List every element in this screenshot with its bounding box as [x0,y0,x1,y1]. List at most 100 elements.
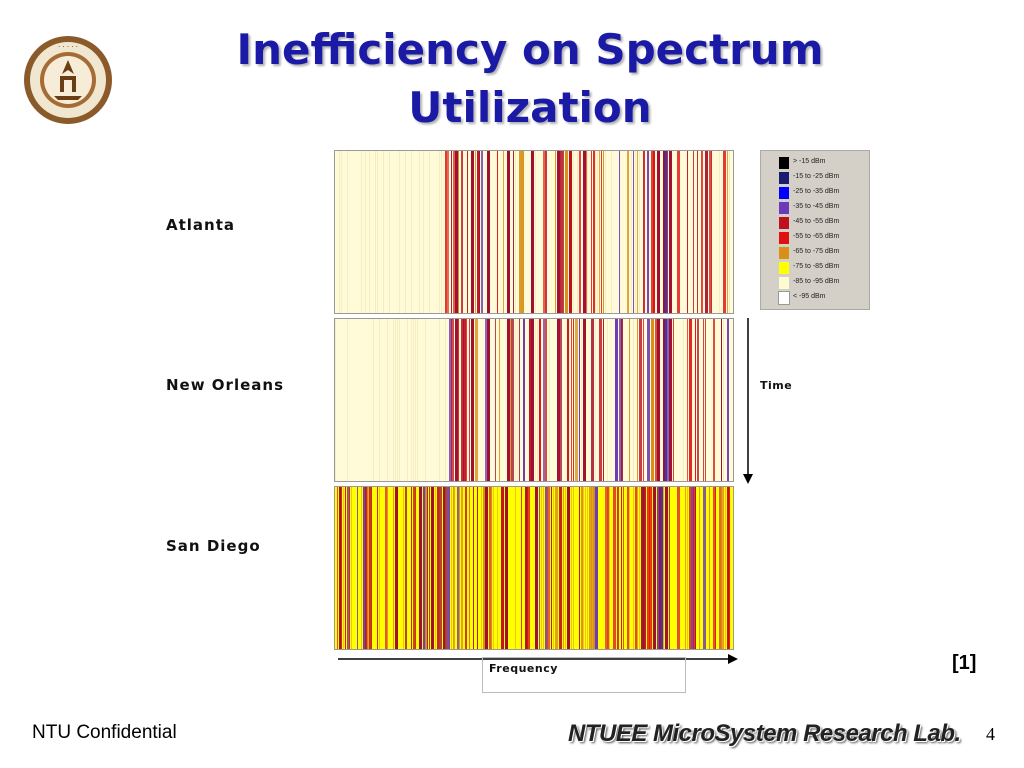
spectrum-stripe [601,151,602,313]
spectrum-stripe [571,319,572,481]
spectrum-stripe [647,319,650,481]
spectrum-stripe [541,487,542,649]
spectrum-stripe [379,319,380,481]
spectrum-stripe [499,319,500,481]
spectrum-stripe [567,487,570,649]
spectrum-stripe [487,319,490,481]
spectrum-stripe [685,487,686,649]
spectrum-stripe [377,487,378,649]
spectrum-stripe [629,319,630,481]
spectrum-stripe [531,319,534,481]
frequency-label-box [482,657,686,693]
spectrum-stripe [591,487,594,649]
spectrum-stripe [723,151,726,313]
spectrum-stripe [703,487,706,649]
spectrum-stripe [709,151,711,313]
spectrum-stripe [651,319,654,481]
spectrum-stripe [581,487,583,649]
spectrum-stripe [345,487,346,649]
spectrum-stripe [623,487,624,649]
spectrum-panel-atlanta [334,150,734,314]
spectrum-stripe [467,151,468,313]
spectrum-stripe [479,151,480,313]
spectrum-stripe [603,151,604,313]
spectrum-stripe [573,487,574,649]
spectrum-stripe [699,487,700,649]
spectrum-stripe [461,319,464,481]
spectrum-stripe [535,487,538,649]
spectrum-stripe [587,151,588,313]
spectrum-stripe [711,151,712,313]
spectrum-stripe [445,319,446,481]
spectrum-stripe [583,319,586,481]
spectrum-stripe [445,487,447,649]
spectrum-stripe [545,151,547,313]
spectrum-stripe [475,319,478,481]
spectrum-stripe [659,487,662,649]
spectrum-stripe [667,319,670,481]
spectrum-stripe [693,487,696,649]
spectrum-stripe [511,319,514,481]
spectrum-stripe [669,487,670,649]
spectrum-stripe [515,487,516,649]
spectrum-stripe [395,487,398,649]
spectrum-stripe [633,151,634,313]
spectrum-stripe [519,151,521,313]
spectrum-stripe [481,487,482,649]
spectrum-stripe [709,487,710,649]
spectrum-stripe [469,319,470,481]
spectrum-stripe [611,151,612,313]
spectrum-stripe [443,487,445,649]
spectrum-stripe [387,319,388,481]
spectrum-stripe [521,151,524,313]
spectrum-stripe [571,487,572,649]
spectrum-stripe [727,487,729,649]
spectrum-stripe [405,487,407,649]
spectrum-stripe [723,487,724,649]
spectrum-stripe [683,319,684,481]
spectrum-stripe [695,319,696,481]
spectrum-stripe [603,319,604,481]
spectrum-stripe [667,151,668,313]
spectrum-stripe [673,319,674,481]
spectrum-stripe [645,487,646,649]
spectrum-stripe [555,151,556,313]
spectrum-stripe [577,151,578,313]
spectrum-stripe [471,151,474,313]
spectrum-stripe [497,487,498,649]
spectrum-stripe [697,151,698,313]
spectrum-stripe [437,487,439,649]
spectrum-stripe [347,487,349,649]
spectrum-stripe [477,151,480,313]
spectrum-stripe [701,151,703,313]
spectrum-stripe [545,319,547,481]
spectrum-stripe [549,319,550,481]
frequency-axis-label: Frequency [489,662,558,675]
spectrum-stripe [579,151,581,313]
city-label-san-diego: San Diego [166,537,261,555]
spectrum-stripe [507,319,510,481]
spectrum-stripe [613,487,616,649]
spectrum-stripe [721,319,722,481]
spectrum-stripe [505,487,508,649]
spectrum-stripe [687,319,688,481]
spectrum-stripe [365,487,368,649]
spectrum-stripe [561,151,563,313]
spectrum-stripe [449,319,452,481]
spectrum-stripe [677,487,680,649]
spectrum-stripe [543,151,545,313]
spectrum-stripe [605,487,608,649]
spectrum-stripe [643,487,645,649]
spectrum-stripe [639,319,642,481]
spectrum-stripe [599,151,600,313]
spectrum-stripe [339,487,341,649]
spectrum-stripe [557,151,560,313]
spectrum-stripe [435,487,436,649]
power-level-legend: > -15 dBm -15 to -25 dBm -25 to -35 dBm … [760,150,870,310]
spectrum-stripe [617,487,619,649]
spectrum-stripe [461,487,463,649]
spectrum-stripe [357,487,358,649]
spectrum-stripe [583,487,584,649]
spectrum-stripe [637,151,638,313]
spectrum-stripe [387,487,388,649]
